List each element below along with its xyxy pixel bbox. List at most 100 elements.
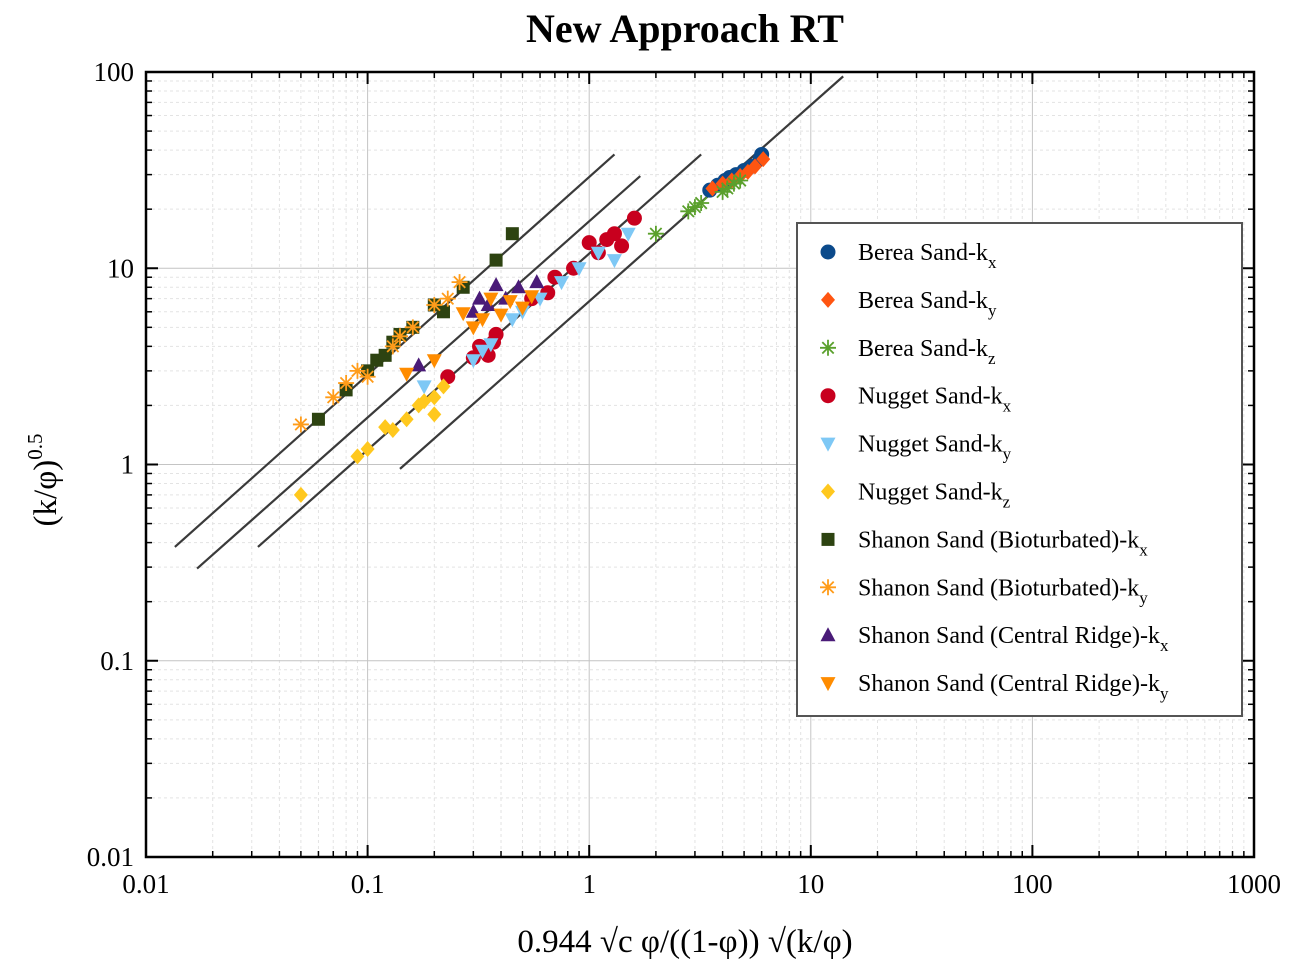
data-point (680, 203, 697, 220)
x-tick-label: 10 (797, 869, 824, 899)
legend-entry: Berea Sand-kx (858, 240, 997, 272)
x-tick-label: 1 (582, 869, 596, 899)
y-tick-label: 100 (94, 57, 135, 87)
legend-marker (821, 291, 835, 308)
data-point (732, 172, 749, 189)
data-point (350, 448, 365, 465)
legend-subscript: x (1139, 540, 1148, 559)
legend-marker (820, 579, 836, 596)
legend-entry: Nugget Sand-kx (858, 384, 1012, 416)
data-point (480, 296, 496, 311)
data-point (475, 344, 491, 359)
legend-marker (820, 677, 836, 692)
legend-subscript: x (1003, 397, 1012, 416)
legend-label: Berea Sand-k (858, 240, 988, 266)
legend-label: Berea Sand-k (858, 288, 988, 314)
legend-label: Nugget Sand-k (858, 432, 1003, 458)
x-tick-label: 0.01 (122, 869, 169, 899)
data-point (488, 277, 504, 292)
data-point (426, 354, 442, 369)
legend-marker (820, 388, 836, 404)
data-point (571, 262, 587, 277)
data-point (465, 321, 481, 336)
data-point (502, 295, 518, 310)
data-point (360, 440, 375, 457)
data-point (483, 292, 499, 307)
legend-subscript: z (1003, 493, 1011, 512)
legend-marker (820, 437, 836, 452)
legend-label: Shanon Sand (Bioturbated)-k (858, 527, 1139, 553)
legend-label: Nugget Sand-k (858, 384, 1003, 410)
data-point (554, 276, 570, 291)
data-point (686, 199, 703, 216)
x-tick-label: 1000 (1227, 869, 1281, 899)
data-point (483, 338, 499, 353)
trend-line (174, 153, 616, 548)
data-point (693, 195, 710, 212)
legend-entry: Berea Sand-kz (858, 336, 996, 368)
data-point (338, 375, 355, 392)
x-axis-label: 0.944 √c φ/((1-φ)) √(k/φ) (517, 924, 852, 960)
legend-label: Shanon Sand (Bioturbated)-k (858, 575, 1139, 601)
legend-marker (820, 339, 836, 356)
data-point (391, 328, 408, 345)
legend-subscript: y (1139, 588, 1148, 607)
data-point (292, 416, 309, 433)
data-points (292, 146, 771, 503)
data-point (489, 253, 503, 267)
legend-subscript: x (988, 253, 997, 272)
data-point (505, 227, 519, 241)
data-point (384, 338, 401, 355)
data-point (606, 226, 622, 242)
trend-line (399, 75, 844, 470)
chart-title: New Approach RT (526, 6, 844, 51)
data-point (436, 378, 451, 395)
y-tick-label: 0.1 (100, 646, 134, 676)
trend-line (196, 175, 641, 570)
data-point (511, 279, 527, 294)
y-axis-label-sup: 0.5 (23, 434, 47, 460)
legend-marker (820, 627, 836, 642)
legend-marker (820, 244, 836, 260)
legend-entry: Berea Sand-ky (858, 288, 997, 320)
data-point (626, 210, 642, 226)
data-point (472, 290, 488, 305)
data-point (581, 235, 597, 251)
legend-subscript: y (1160, 684, 1169, 703)
data-point (532, 292, 548, 307)
data-point (647, 225, 664, 242)
data-point (411, 357, 427, 372)
data-point (514, 301, 530, 316)
data-point (756, 151, 771, 168)
data-point (529, 274, 545, 289)
data-point (427, 389, 442, 406)
legend-entry: Shanon Sand (Bioturbated)-kx (858, 527, 1148, 559)
data-point (399, 367, 415, 382)
data-point (606, 254, 622, 269)
legend-label: Nugget Sand-k (858, 480, 1003, 506)
data-point (725, 175, 742, 192)
legend-entry: Shanon Sand (Central Ridge)-kx (858, 623, 1169, 655)
data-point (524, 290, 540, 305)
legend-marker (821, 483, 835, 500)
data-point (504, 313, 520, 328)
data-point (404, 319, 421, 336)
legend-label: Shanon Sand (Central Ridge)-k (858, 671, 1160, 697)
data-point (325, 389, 342, 406)
data-point (714, 183, 731, 200)
data-point (719, 180, 736, 197)
legend-entry: Shanon Sand (Bioturbated)-ky (858, 575, 1148, 607)
x-tick-label: 0.1 (351, 869, 385, 899)
data-point (747, 158, 762, 175)
y-tick-label: 10 (107, 253, 134, 283)
data-point (416, 380, 432, 395)
legend-entry: Nugget Sand-ky (858, 432, 1012, 464)
data-point (488, 326, 504, 342)
data-point (293, 486, 308, 503)
x-tick-label: 100 (1012, 869, 1053, 899)
data-point (439, 290, 456, 307)
legend-subscript: x (1160, 636, 1169, 655)
data-point (349, 362, 366, 379)
data-point (451, 274, 468, 291)
